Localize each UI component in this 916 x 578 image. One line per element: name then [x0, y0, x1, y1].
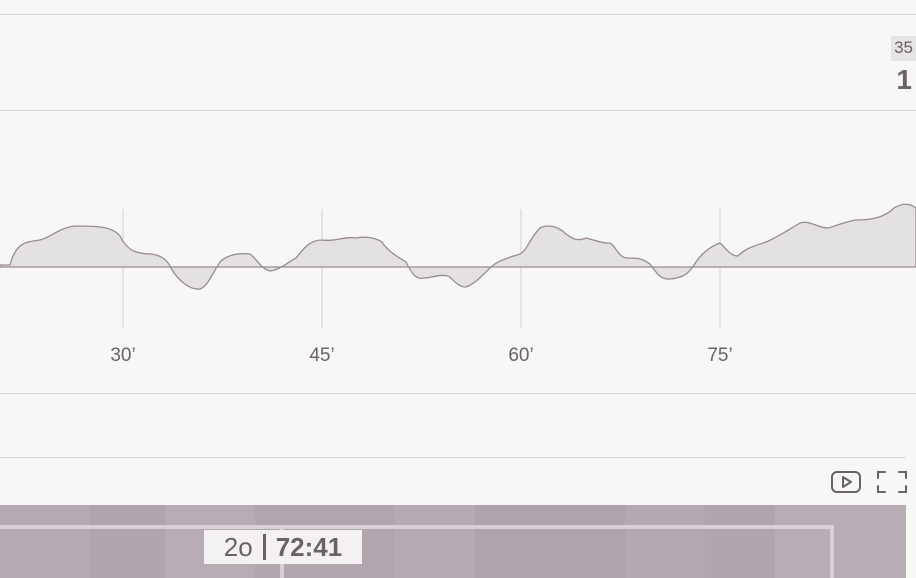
match-period: 2o	[223, 532, 253, 562]
pitch-line	[830, 525, 834, 578]
divider-chart-bottom	[0, 393, 916, 394]
pitch-line	[0, 525, 830, 529]
momentum-chart: 30’ 45’ 60’ 75’	[0, 203, 916, 366]
score-big-value: 1	[896, 64, 912, 95]
tick-label-60: 60’	[508, 345, 533, 366]
tick-label-30: 30’	[110, 345, 135, 366]
divider-top	[0, 14, 916, 15]
pitch-stripe	[625, 505, 705, 578]
score-small-badge: 35	[891, 36, 916, 61]
divider-video-top	[0, 457, 906, 458]
match-clock-overlay: 2o 72:41	[204, 530, 362, 564]
clock-separator	[262, 534, 266, 560]
pitch-stripe	[90, 505, 165, 578]
video-player[interactable]: 2o 72:41	[0, 505, 906, 578]
pitch-stripe	[0, 505, 90, 578]
pitch-stripe	[475, 505, 625, 578]
pitch-stripe	[775, 505, 906, 578]
tick-label-75: 75’	[707, 345, 732, 366]
match-clock: 72:41	[275, 532, 343, 562]
fullscreen-icon[interactable]	[876, 469, 908, 495]
pitch-stripe	[395, 505, 475, 578]
momentum-area	[0, 203, 916, 290]
tick-label-45: 45’	[309, 345, 334, 366]
play-box-icon[interactable]	[830, 469, 862, 495]
pitch-stripe	[705, 505, 775, 578]
divider-chart-top	[0, 110, 916, 111]
